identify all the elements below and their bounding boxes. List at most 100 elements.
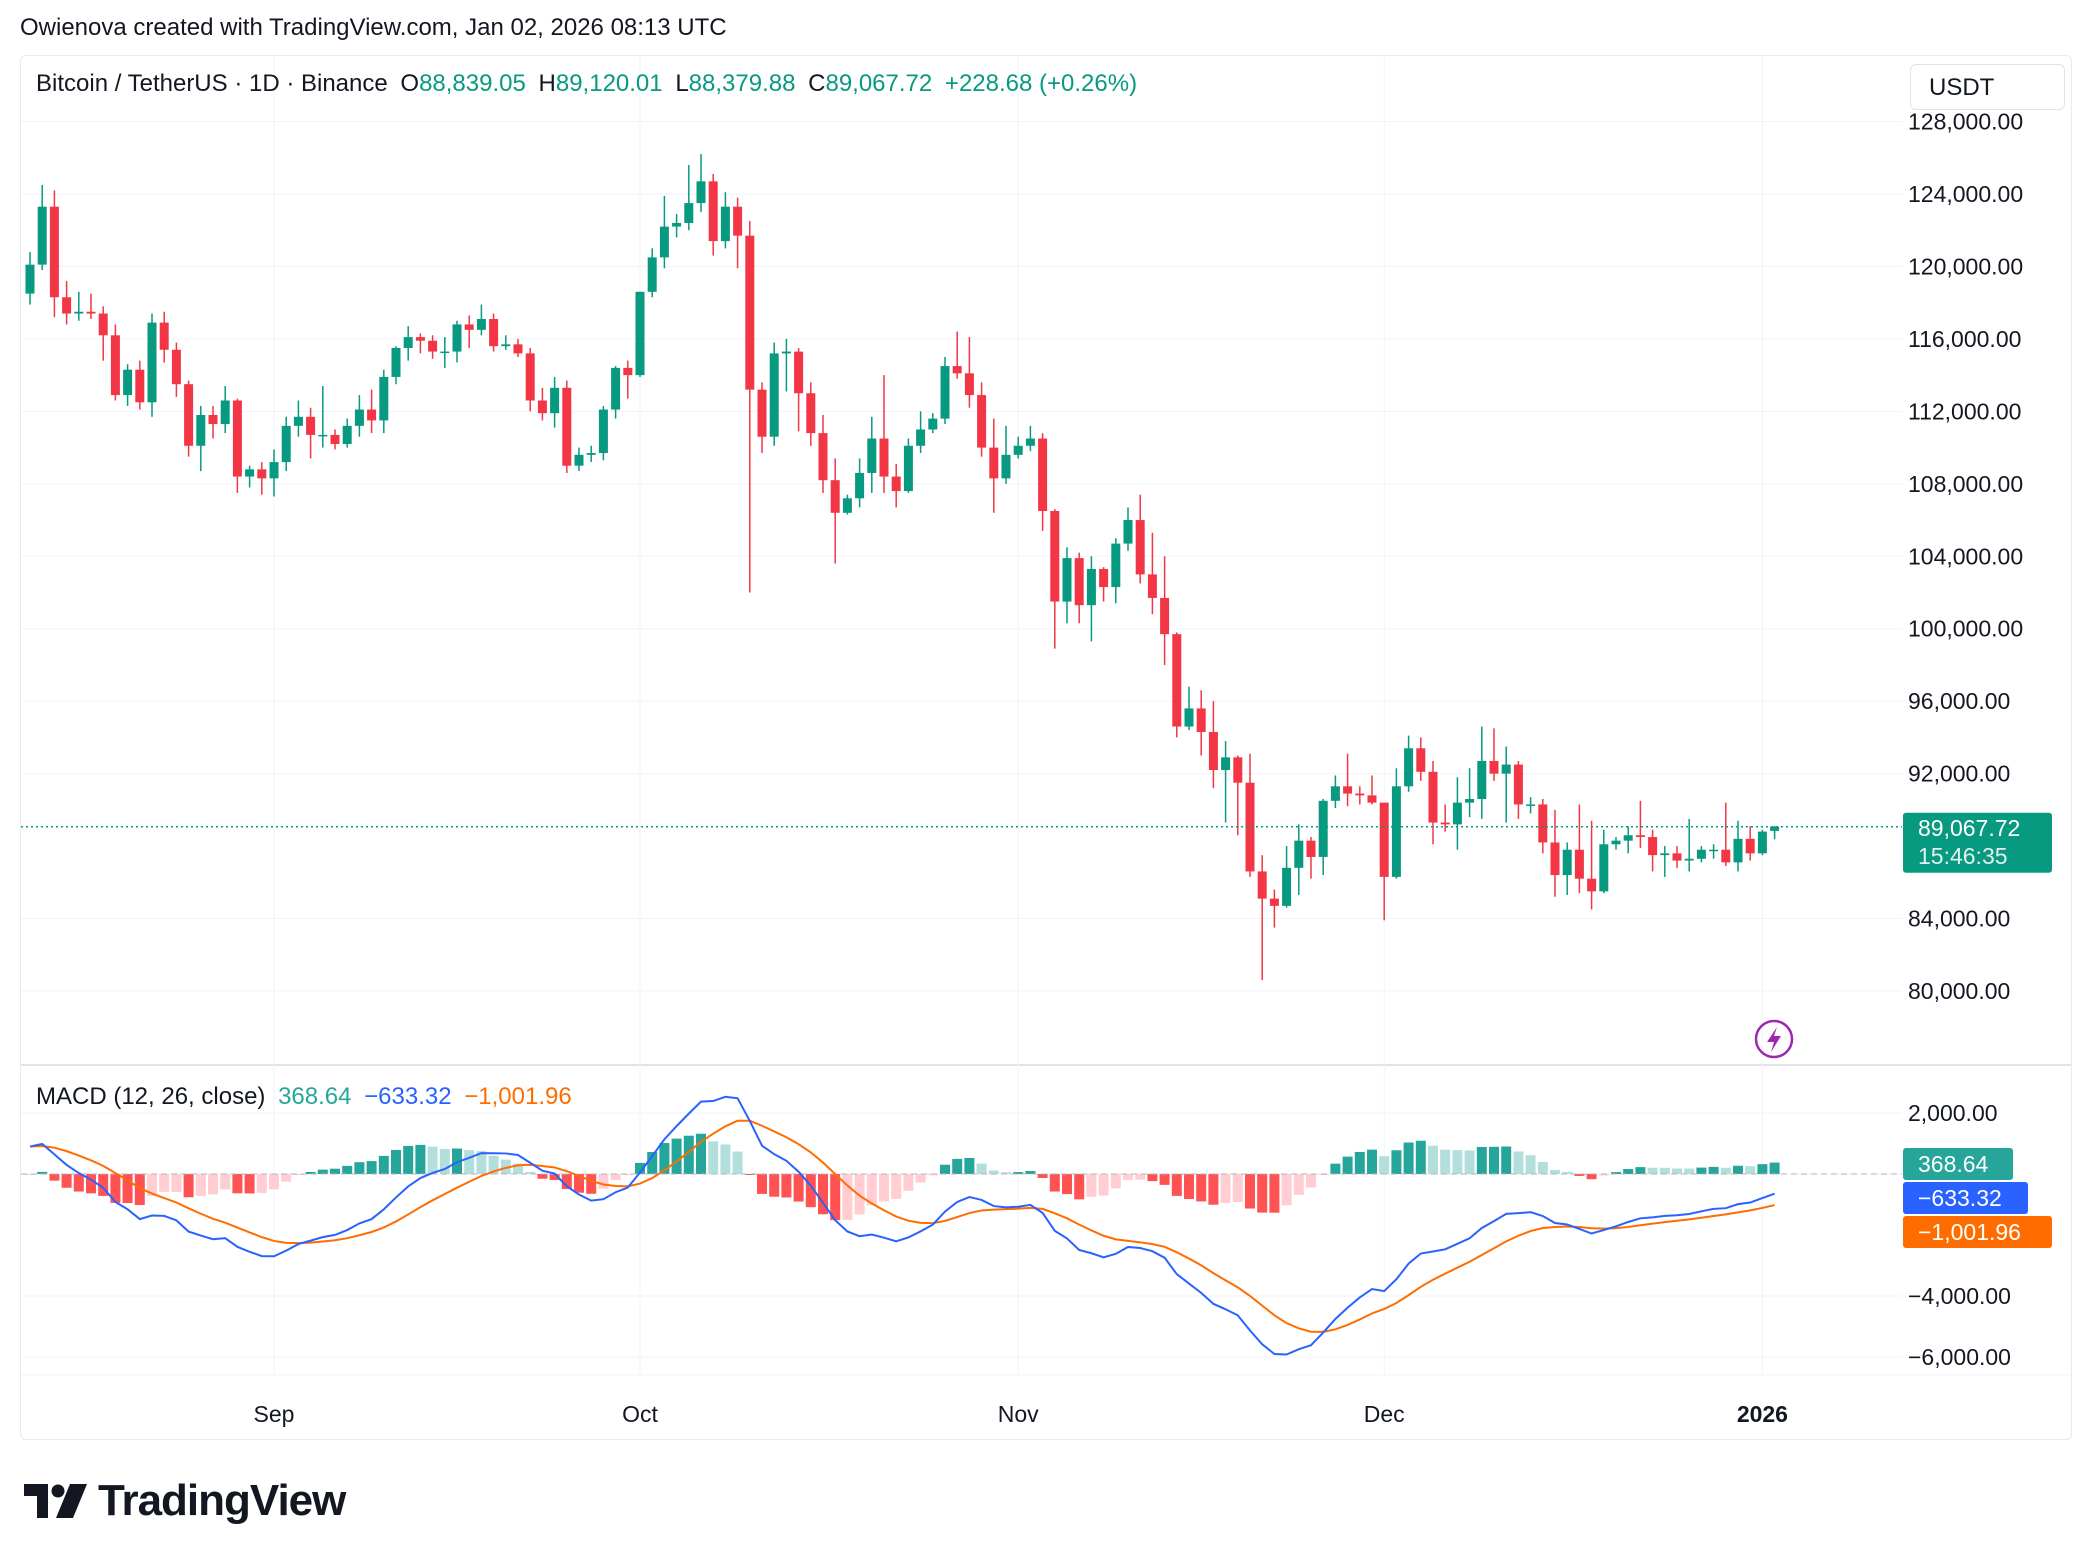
candle xyxy=(598,405,608,461)
macd-histogram-bar xyxy=(1342,1156,1353,1174)
candle-body xyxy=(635,291,645,376)
macd-histogram-bar xyxy=(183,1174,194,1198)
candle xyxy=(940,357,950,425)
candle xyxy=(245,465,255,488)
close-label: C xyxy=(808,70,826,97)
candle xyxy=(98,306,108,361)
candle-body xyxy=(794,351,804,394)
price-tick-label: 108,000.00 xyxy=(1908,471,2023,497)
macd-histogram-bar xyxy=(1598,1174,1609,1176)
candle xyxy=(1086,556,1096,642)
candle xyxy=(1513,760,1523,819)
macd-histogram-bar xyxy=(964,1157,975,1174)
macd-histogram-bar xyxy=(427,1146,438,1174)
tradingview-logo[interactable]: TradingView xyxy=(24,1476,346,1526)
candle-body xyxy=(367,409,377,421)
macd-histogram-bar xyxy=(1684,1168,1695,1174)
macd-title[interactable]: MACD (12, 26, close) xyxy=(36,1083,266,1110)
candle-body xyxy=(781,351,791,354)
candle-body xyxy=(989,447,999,479)
candle-body xyxy=(708,181,718,242)
macd-histogram-bar xyxy=(1391,1150,1402,1174)
candle xyxy=(476,304,486,336)
candle xyxy=(1721,802,1731,867)
candle xyxy=(330,429,340,450)
candle-body xyxy=(330,434,340,444)
candle-body xyxy=(1562,849,1572,876)
macd-hist-value: 368.64 xyxy=(278,1083,352,1110)
candle-body xyxy=(501,344,511,347)
candle xyxy=(86,293,96,319)
symbol-name[interactable]: Bitcoin / TetherUS · 1D · Binance xyxy=(36,70,388,97)
candle-body xyxy=(659,226,669,258)
currency-button[interactable]: USDT xyxy=(1910,64,2065,110)
candle xyxy=(1001,425,1011,484)
candle-body xyxy=(379,376,389,421)
candle xyxy=(537,387,547,421)
macd-histogram-bar xyxy=(549,1174,560,1181)
candle-body xyxy=(1330,786,1340,801)
macd-tick-label: −4,000.00 xyxy=(1908,1283,2011,1309)
macd-histogram-bar xyxy=(696,1133,706,1174)
macd-histogram-bar xyxy=(1647,1167,1658,1174)
candle-body xyxy=(855,472,865,499)
candle xyxy=(501,335,511,350)
macd-histogram-bar xyxy=(208,1174,218,1195)
candle xyxy=(74,291,84,321)
macd-histogram-bar xyxy=(818,1174,828,1215)
candle xyxy=(989,418,999,513)
candle xyxy=(708,174,718,256)
candle xyxy=(147,313,157,417)
candle-body xyxy=(354,409,364,426)
macd-histogram-bar xyxy=(378,1155,389,1174)
macd-histogram-bar xyxy=(269,1174,279,1190)
macd-axis-label: 368.64 xyxy=(1918,1151,1989,1177)
candle-body xyxy=(1709,849,1719,852)
candle xyxy=(1550,809,1560,897)
price-tick-label: 120,000.00 xyxy=(1908,253,2023,279)
candle-body xyxy=(928,418,938,430)
time-tick-label: Nov xyxy=(998,1401,1039,1427)
candle xyxy=(415,333,425,354)
last-price-badge xyxy=(1903,812,2052,873)
macd-histogram-bar xyxy=(903,1174,914,1191)
price-tick-label: 96,000.00 xyxy=(1908,688,2010,714)
candle-body xyxy=(452,324,462,352)
price-tick-label: 128,000.00 xyxy=(1908,109,2023,135)
macd-histogram-bar xyxy=(1379,1156,1390,1174)
macd-axis-label: −633.32 xyxy=(1918,1185,2002,1211)
candle xyxy=(525,347,535,412)
candle-body xyxy=(123,369,133,396)
candle-body xyxy=(647,257,657,292)
candle-body xyxy=(720,206,730,242)
macd-histogram-bar xyxy=(354,1162,365,1174)
macd-histogram-bar xyxy=(1293,1174,1304,1195)
candle xyxy=(1635,800,1645,848)
macd-histogram-bar xyxy=(842,1174,853,1220)
candle-body xyxy=(1269,898,1279,906)
macd-histogram-bar xyxy=(86,1174,96,1194)
candle-body xyxy=(208,414,218,425)
lightning-icon xyxy=(1754,1019,1794,1059)
macd-histogram-bar xyxy=(708,1141,719,1174)
candle-body xyxy=(1587,878,1597,892)
candle-body xyxy=(1648,837,1658,856)
candle xyxy=(1477,726,1487,819)
candle-body xyxy=(1757,831,1767,854)
macd-histogram-bar xyxy=(1232,1174,1243,1203)
macd-histogram-bar xyxy=(366,1161,377,1174)
candle xyxy=(903,438,913,493)
candle-body xyxy=(891,476,901,492)
candle-body xyxy=(86,311,96,314)
candle-body xyxy=(269,462,279,479)
candle-body xyxy=(110,335,120,396)
price-tick-label: 124,000.00 xyxy=(1908,181,2023,207)
macd-histogram-bar xyxy=(1696,1167,1707,1174)
candle-body xyxy=(1343,786,1353,794)
candle xyxy=(379,369,389,434)
candle xyxy=(1306,837,1316,879)
candle xyxy=(1050,509,1060,649)
macd-histogram-bar xyxy=(1586,1174,1597,1180)
macd-histogram-bar xyxy=(1208,1174,1219,1205)
